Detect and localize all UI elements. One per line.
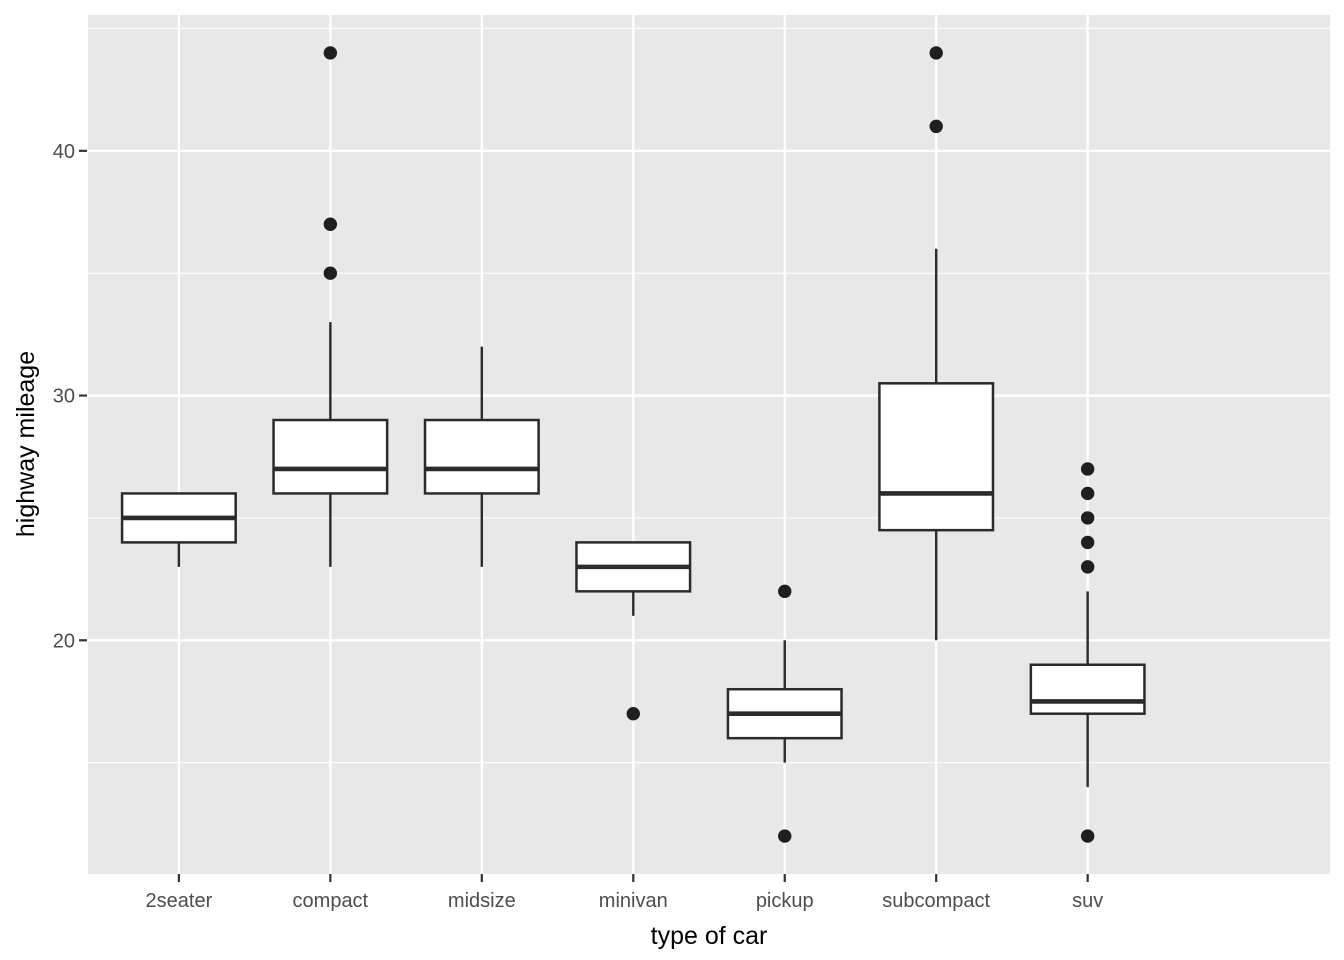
- iqr-box: [1029, 663, 1146, 715]
- outlier-dot: [1080, 560, 1095, 574]
- boxplot-suv: [1029, 462, 1146, 843]
- outlier-dot: [626, 707, 640, 721]
- outlier-dot: [1080, 462, 1095, 476]
- outlier-dot: [929, 46, 943, 60]
- boxplot-midsize: [423, 346, 540, 567]
- outlier-dot: [323, 266, 338, 280]
- outlier-dot: [1080, 829, 1095, 843]
- y-tick-label: 30: [53, 386, 75, 408]
- iqr-box: [878, 382, 995, 532]
- boxplot-subcompact: [878, 46, 995, 641]
- outlier-dot: [1080, 535, 1095, 550]
- boxplot-compact: [272, 46, 389, 567]
- x-axis-title: type of car: [651, 922, 768, 950]
- outlier-dot: [323, 46, 338, 60]
- outlier-dot: [778, 584, 792, 599]
- x-tick-label-minivan: minivan: [599, 890, 668, 912]
- iqr-box: [272, 418, 389, 495]
- outlier-dot: [1080, 486, 1095, 501]
- y-axis-title: highway mileage: [12, 351, 40, 537]
- y-tick-label: 40: [53, 141, 75, 163]
- outlier-dot: [778, 829, 792, 843]
- boxplot-2seater: [120, 492, 237, 567]
- plot-content: 20 30 40 2seater compact midsize minivan pickup…: [53, 15, 1330, 912]
- outlier-dot: [929, 119, 943, 134]
- x-tick-label-compact: compact: [293, 890, 369, 912]
- boxplot-pickup: [726, 584, 843, 843]
- x-tick-label-suv: suv: [1072, 890, 1103, 912]
- y-tick-label: 20: [53, 630, 75, 652]
- outlier-dot: [1080, 511, 1095, 525]
- iqr-box: [423, 418, 540, 495]
- x-tick-label-subcompact: subcompact: [882, 890, 990, 912]
- x-tick-label-midsize: midsize: [448, 890, 516, 912]
- boxplot-minivan: [575, 541, 692, 721]
- outlier-dot: [323, 217, 338, 231]
- x-tick-label-pickup: pickup: [756, 890, 814, 912]
- x-tick-label-2seater: 2seater: [146, 890, 213, 912]
